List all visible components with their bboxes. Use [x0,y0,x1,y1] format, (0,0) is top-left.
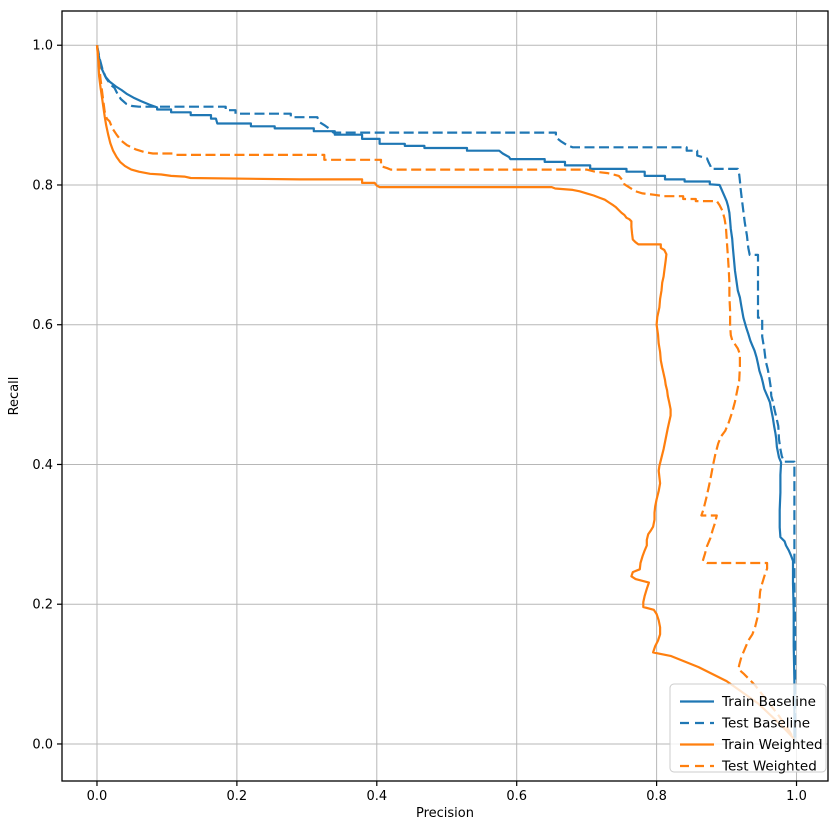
x-tick-label-0.6: 0.6 [506,789,527,804]
legend-label-train-weighted: Train Weighted [721,737,823,753]
x-tick-label-0.8: 0.8 [646,789,667,804]
plot-border [61,10,829,782]
y-tick-label-0.6: 0.6 [32,318,53,333]
legend-box [669,683,827,773]
curve-test-weighted [95,45,796,741]
curve-train-baseline [95,45,796,742]
legend-label-test-baseline: Test Baseline [721,716,810,732]
x-tick-label-0.0: 0.0 [87,789,108,804]
x-tick-label-1.0: 1.0 [786,789,807,804]
y-tick-label-0.0: 0.0 [32,737,53,752]
curve-test-baseline [95,44,797,742]
y-tick-label-0.4: 0.4 [32,458,53,473]
x-tick-label-0.4: 0.4 [366,789,387,804]
x-tick-label-0.2: 0.2 [227,789,248,804]
y-tick-label-1.0: 1.0 [32,39,53,54]
y-tick-label-0.2: 0.2 [32,598,53,613]
legend-label-test-weighted: Test Weighted [721,759,817,775]
y-tick-label-0.8: 0.8 [32,178,53,193]
curve-train-weighted [95,45,795,740]
y-axis-label: Recall [7,377,22,416]
legend-label-train-baseline: Train Baseline [721,694,816,710]
x-axis-label: Precision [416,806,474,821]
